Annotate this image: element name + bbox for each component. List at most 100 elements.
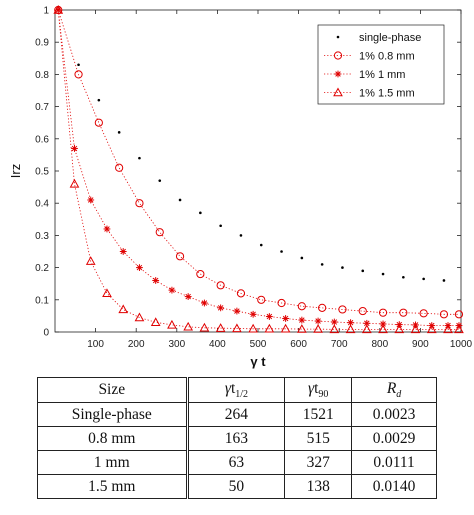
data-point (97, 98, 101, 102)
cell-half-time: 63 (186, 450, 286, 475)
legend-label: 1% 1.5 mm (359, 88, 415, 100)
series-triangle (53, 4, 464, 334)
y-tick-label: 0.2 (35, 263, 49, 274)
series-line (57, 9, 459, 315)
data-point (134, 312, 145, 322)
data-point (178, 198, 182, 202)
table-row: 1.5 mm 50 138 0.0140 (37, 474, 437, 499)
data-point (236, 289, 246, 298)
cell-rd: 0.0023 (351, 402, 437, 427)
data-point (264, 323, 275, 333)
y-tick-label: 0.4 (35, 199, 49, 210)
data-point (296, 324, 307, 333)
data-point (74, 70, 83, 79)
data-point (320, 263, 324, 266)
legend-label: single-phase (359, 32, 421, 44)
x-tick-label: 600 (290, 339, 307, 350)
y-tick-label: 0.7 (35, 102, 49, 113)
data-point (330, 318, 338, 326)
cell-t90: 515 (284, 426, 353, 451)
y-tick-label: 0.8 (35, 70, 49, 81)
data-point (138, 156, 141, 160)
data-point (53, 4, 64, 14)
cell-t90: 138 (284, 474, 353, 499)
data-point (239, 234, 243, 237)
data-point (318, 303, 327, 312)
data-point (265, 313, 273, 320)
data-point (102, 288, 112, 298)
data-point (333, 87, 343, 97)
table-row: Single-phase 264 1521 0.0023 (37, 402, 437, 427)
legend-entry: 1% 0.8 mm (324, 51, 415, 63)
y-tick-label: 0.9 (35, 38, 49, 49)
data-point (345, 324, 356, 334)
data-point (300, 256, 304, 260)
cell-t90: 327 (284, 450, 353, 475)
data-point (183, 321, 194, 331)
data-point (361, 324, 372, 334)
data-point (167, 319, 177, 329)
legend-label: 1% 0.8 mm (359, 51, 415, 63)
data-point (150, 317, 161, 327)
data-point (196, 269, 205, 279)
data-point (71, 145, 78, 152)
data-point (442, 279, 446, 282)
x-tick-label: 700 (331, 339, 348, 350)
cell-rd: 0.0111 (351, 450, 437, 475)
data-point (217, 304, 225, 312)
data-point (361, 269, 365, 273)
data-point (259, 243, 263, 247)
series-layer (53, 4, 464, 334)
cell-size: Single-phase (37, 402, 189, 427)
x-tick-label: 400 (209, 339, 226, 350)
data-point (410, 324, 421, 334)
cell-rd: 0.0140 (351, 474, 437, 499)
data-point (280, 250, 283, 253)
x-tick-label: 500 (250, 339, 267, 350)
data-point (282, 315, 290, 322)
data-point (201, 299, 208, 307)
cell-half-time: 50 (186, 474, 286, 499)
data-point (136, 264, 143, 271)
decay-chart: 0 0.1 0.2 0.3 0.4 0.5 0.6 0.7 0.8 0.9 1 100 200 300 4… (8, 4, 473, 369)
cell-half-time: 264 (186, 402, 286, 427)
y-tick-label: 0.6 (35, 134, 49, 145)
data-point (329, 324, 340, 334)
data-point (199, 322, 210, 332)
series-dot (56, 8, 446, 282)
data-point (341, 266, 344, 269)
data-point (336, 35, 340, 39)
data-point (152, 277, 160, 284)
data-point (338, 305, 347, 314)
data-point (175, 252, 185, 261)
data-point (118, 304, 129, 314)
header-half-time: γt1/2 (186, 377, 286, 403)
data-point (216, 281, 225, 290)
data-point (378, 324, 388, 334)
data-point (115, 163, 124, 172)
data-point (280, 323, 291, 333)
cell-t90: 1521 (284, 402, 353, 427)
data-point (358, 306, 367, 316)
data-point (119, 248, 127, 255)
data-point (394, 324, 405, 334)
data-point (334, 70, 342, 78)
y-tick-label: 1 (43, 6, 49, 17)
data-point (69, 178, 80, 188)
data-point (117, 131, 121, 134)
data-point (103, 225, 111, 233)
y-tick-label: 0.1 (35, 295, 49, 306)
data-point (298, 316, 306, 324)
data-point (219, 224, 222, 228)
header-rd: Rd (351, 377, 437, 403)
data-point (422, 277, 425, 281)
table-row: 1 mm 63 327 0.0111 (37, 450, 437, 475)
data-point (199, 211, 202, 215)
data-point (155, 228, 164, 237)
data-point (297, 302, 306, 311)
legend-label: 1% 1 mm (359, 69, 405, 81)
data-point (454, 310, 464, 319)
summary-table: Size γt1/2 γt90 Rd Single-phase 264 1521… (37, 377, 437, 499)
data-point (232, 323, 242, 333)
data-point (426, 324, 437, 334)
